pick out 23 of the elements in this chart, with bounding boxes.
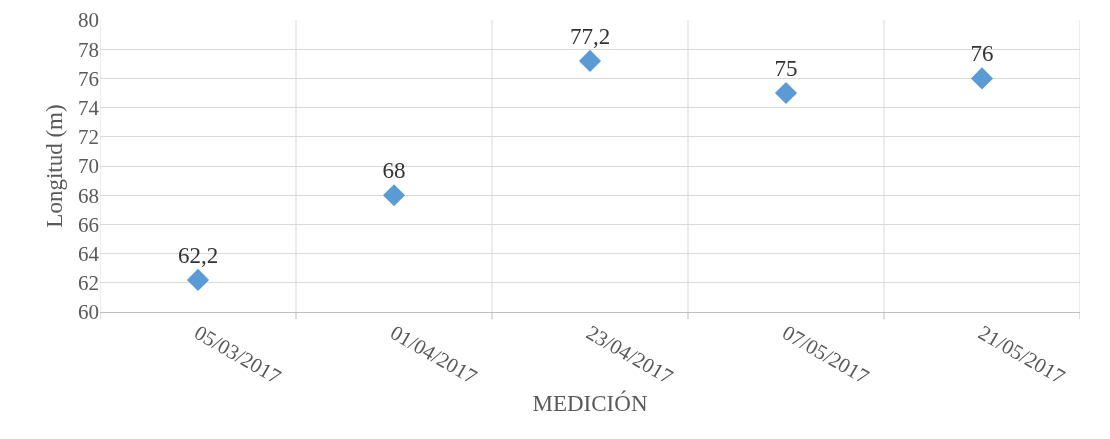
point (578, 49, 602, 72)
data-label: 62,2 (177, 242, 219, 268)
point (970, 67, 994, 90)
y-tick-label: 62 (78, 271, 99, 296)
point (186, 268, 210, 291)
data-label: 68 (382, 157, 406, 183)
y-tick-label: 64 (78, 241, 100, 266)
y-tick-label: 60 (78, 300, 99, 325)
y-tick-label: 76 (78, 66, 99, 91)
data-label: 76 (970, 41, 994, 67)
y-tick-label: 74 (78, 95, 100, 120)
x-axis-title: MEDICIÓN (532, 389, 648, 416)
y-tick-label: 70 (78, 154, 99, 179)
point (774, 81, 798, 105)
point (382, 184, 406, 207)
data-label: 75 (774, 55, 798, 81)
y-tick-label: 68 (78, 183, 99, 208)
y-tick-label: 80 (78, 8, 99, 33)
y-tick-label: 66 (78, 212, 99, 237)
data-label: 77,2 (569, 23, 611, 49)
y-axis-title: Longitud (m) (42, 104, 68, 228)
y-tick-label: 72 (78, 125, 99, 150)
y-tick-label: 78 (78, 37, 99, 62)
